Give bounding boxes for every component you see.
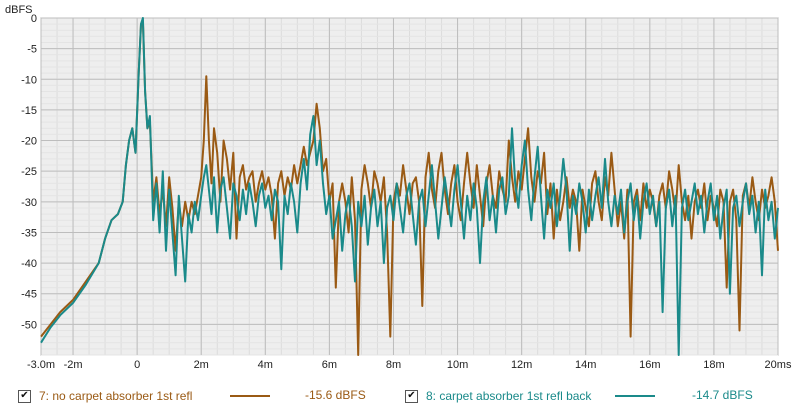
series-7-level: -15.6 dBFS (305, 388, 366, 402)
series-8-label: 8: carpet absorber 1st refl back (426, 389, 592, 403)
axis-labels: -3.0m -2m 0 2m 4m 6m 8m 10m 12m 14m 16m 18m 20ms 0 -5 -… (21, 13, 792, 371)
x-tick-label: -3.0m (27, 359, 55, 371)
legend-item-8[interactable]: ✔ 8: carpet absorber 1st refl back (405, 388, 591, 404)
x-tick-label: 2m (194, 359, 209, 371)
legend: ✔ 7: no carpet absorber 1st refl -15.6 d… (0, 382, 800, 410)
series-8-level: -14.7 dBFS (692, 388, 753, 402)
impulse-response-chart: -3.0m -2m 0 2m 4m 6m 8m 10m 12m 14m 16m 18m 20ms 0 -5 -… (5, 4, 792, 371)
x-tick-label: 20ms (765, 359, 792, 371)
x-tick-label: 14m (575, 359, 596, 371)
x-tick-label: 10m (447, 359, 468, 371)
y-tick-label: -30 (21, 197, 37, 209)
y-tick-label: -10 (21, 74, 37, 86)
series-layer (40, 17, 779, 356)
series-7-swatch (230, 395, 270, 397)
series-line-2 (40, 17, 779, 356)
series-line-1 (40, 20, 779, 356)
x-tick-label: 4m (258, 359, 273, 371)
x-tick-label: 8m (386, 359, 401, 371)
y-tick-label: 0 (31, 13, 37, 25)
x-tick-label: 12m (511, 359, 532, 371)
y-tick-label: -5 (27, 44, 37, 56)
x-tick-label: 0 (134, 359, 140, 371)
series-7-label: 7: no carpet absorber 1st refl (39, 389, 193, 403)
series-8-swatch (615, 395, 655, 397)
y-tick-label: -45 (21, 289, 37, 301)
x-tick-label: 18m (703, 359, 724, 371)
y-tick-label: -35 (21, 227, 37, 239)
y-tick-label: -25 (21, 166, 37, 178)
y-tick-label: -15 (21, 105, 37, 117)
legend-item-7[interactable]: ✔ 7: no carpet absorber 1st refl (18, 388, 192, 404)
series-8-checkbox[interactable]: ✔ (405, 389, 418, 403)
x-tick-label: 16m (639, 359, 660, 371)
y-tick-label: -40 (21, 258, 37, 270)
y-axis-label: dBFS (5, 4, 33, 16)
x-tick-label: -2m (64, 359, 83, 371)
series-7-checkbox[interactable]: ✔ (18, 389, 31, 403)
x-tick-label: 6m (322, 359, 337, 371)
y-tick-label: -50 (21, 319, 37, 331)
y-tick-label: -20 (21, 136, 37, 148)
